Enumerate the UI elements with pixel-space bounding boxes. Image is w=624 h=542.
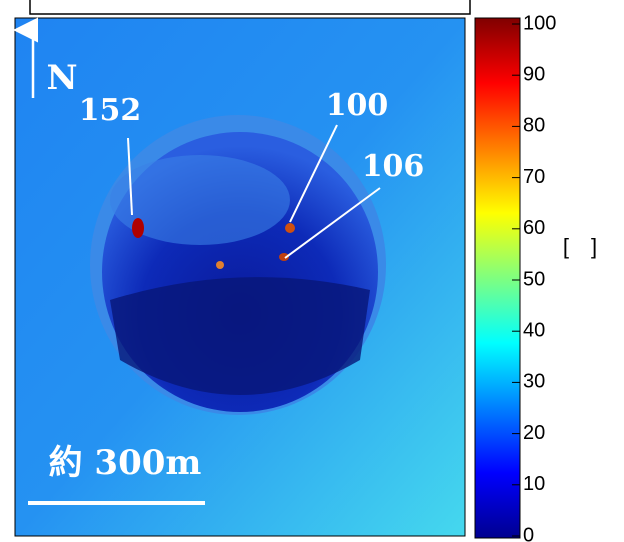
colorbar	[474, 17, 521, 539]
annotation: 106	[362, 149, 425, 184]
north-label: N	[46, 58, 77, 98]
top-box	[29, 0, 471, 15]
y-tick-label: 20	[523, 422, 545, 444]
scale-label: 約 300m	[49, 443, 202, 483]
annotation: 152	[79, 93, 142, 128]
leader-line	[289, 124, 338, 223]
annotation: 100	[326, 88, 389, 123]
y-tick-label: 30	[523, 371, 545, 393]
colorbar-label: [ ]	[563, 234, 597, 259]
y-tick-label: 80	[523, 115, 545, 137]
y-tick-label: 90	[523, 63, 545, 85]
y-tick-label: 60	[523, 217, 545, 239]
y-tick-label: 40	[523, 319, 545, 341]
y-tick-label: 70	[523, 166, 545, 188]
leader-line	[284, 187, 381, 259]
y-tick-label: 10	[523, 473, 545, 495]
y-tick-label: 0	[523, 524, 534, 542]
y-tick-label: 50	[523, 268, 545, 290]
y-tick-label: 100	[523, 12, 556, 34]
thermal-image	[14, 17, 466, 537]
leader-line	[127, 137, 133, 216]
